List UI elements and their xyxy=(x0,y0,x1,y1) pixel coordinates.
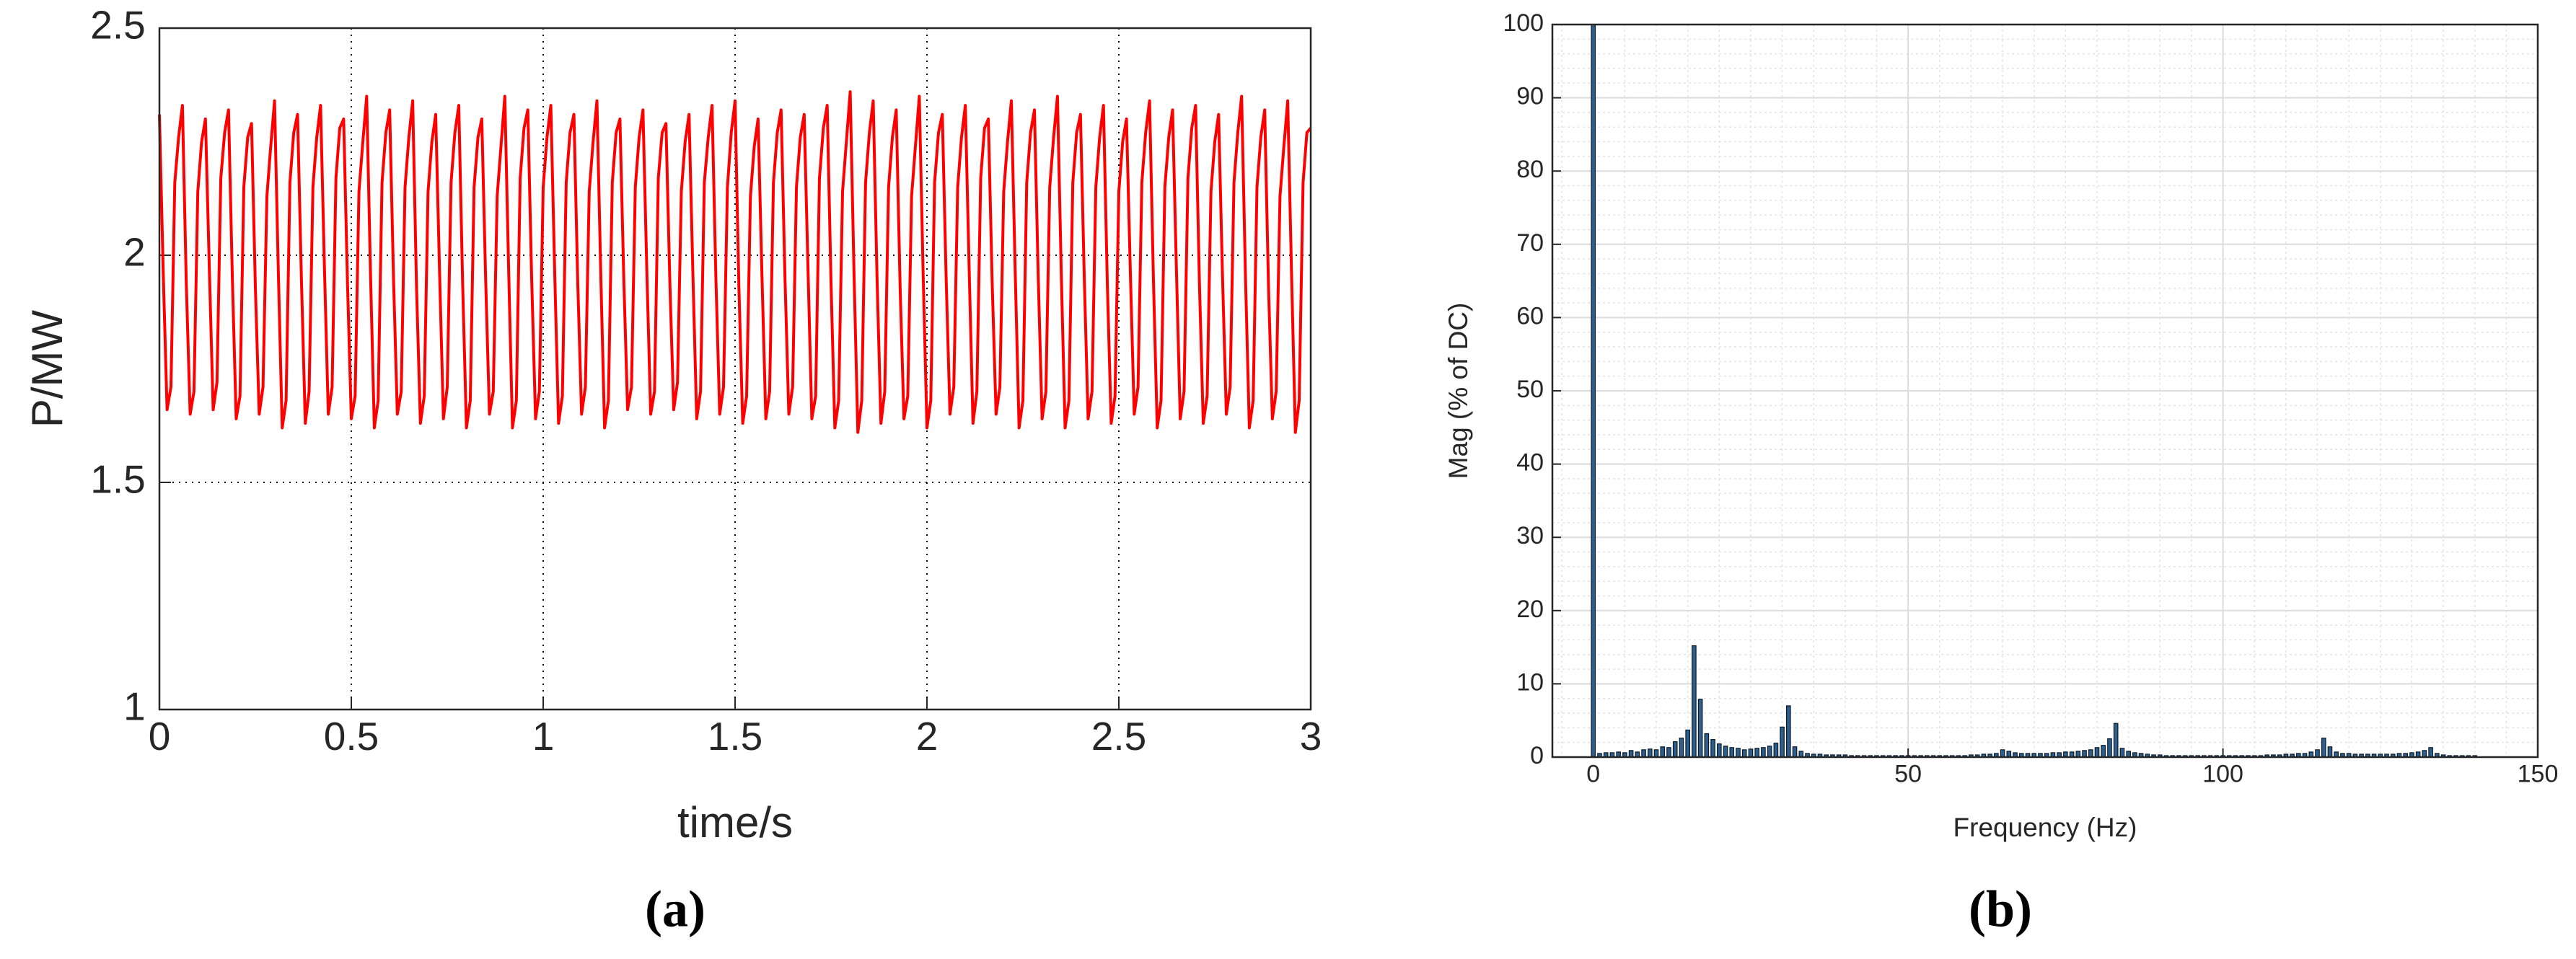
bar xyxy=(2315,749,2320,758)
y-tick-label: 60 xyxy=(1516,302,1544,330)
y-tick-label: 50 xyxy=(1516,376,1544,403)
bar xyxy=(1754,748,1759,758)
x-axis-label: Frequency (Hz) xyxy=(1953,813,2137,842)
x-tick-label: 0 xyxy=(149,714,171,759)
bar xyxy=(1672,741,1678,758)
x-tick-label: 150 xyxy=(2518,760,2559,787)
y-tick-label: 80 xyxy=(1516,156,1544,183)
bar xyxy=(2422,750,2427,758)
y-axis-label: Mag (% of DC) xyxy=(1443,303,1473,480)
bar xyxy=(1716,743,1722,758)
x-tick-label: 50 xyxy=(1894,760,1922,787)
bar xyxy=(1748,748,1754,758)
bar xyxy=(1660,746,1666,758)
x-tick-label: 3 xyxy=(1300,714,1322,759)
bar xyxy=(1697,699,1703,758)
bar xyxy=(2119,748,2125,758)
bar xyxy=(1786,705,1791,758)
bar xyxy=(1685,729,1690,758)
bar xyxy=(1641,749,1646,758)
bar xyxy=(1736,748,1741,758)
plot-frame xyxy=(158,27,1312,711)
bar xyxy=(1666,747,1671,758)
y-axis-label: P/MW xyxy=(23,309,71,428)
bar xyxy=(2321,737,2326,758)
x-tick-label: 1 xyxy=(532,714,555,759)
bar xyxy=(2082,750,2087,758)
y-tick-label: 100 xyxy=(1503,9,1544,37)
x-tick-label: 0 xyxy=(1586,760,1600,787)
bar xyxy=(1729,747,1735,758)
bar xyxy=(2094,747,2100,758)
bar xyxy=(1704,733,1710,758)
y-tick-label: 20 xyxy=(1516,596,1544,623)
x-tick-label: 1.5 xyxy=(708,714,762,759)
bar xyxy=(1792,746,1798,758)
y-tick-label: 70 xyxy=(1516,229,1544,257)
bar xyxy=(1653,749,1659,758)
bar xyxy=(1591,24,1596,758)
bar xyxy=(1767,746,1772,758)
bar xyxy=(2101,745,2106,758)
x-tick-label: 2 xyxy=(916,714,938,759)
bar xyxy=(1723,746,1728,758)
bar xyxy=(1647,748,1653,758)
bar xyxy=(1780,726,1785,758)
panel-label: (a) xyxy=(645,880,705,938)
y-tick-label: 40 xyxy=(1516,449,1544,477)
panel-label: (b) xyxy=(1969,880,2032,938)
bar xyxy=(2107,738,2112,758)
bar xyxy=(1692,645,1697,758)
y-tick-label: 1.5 xyxy=(90,457,145,502)
x-tick-label: 0.5 xyxy=(324,714,379,759)
bar xyxy=(2327,746,2333,758)
bar xyxy=(1761,747,1766,758)
y-tick-label: 2.5 xyxy=(90,3,145,48)
x-tick-label: 100 xyxy=(2202,760,2243,787)
bar xyxy=(1710,739,1715,758)
bar xyxy=(2088,749,2093,758)
y-tick-label: 10 xyxy=(1516,668,1544,696)
bar xyxy=(1773,743,1779,758)
bar xyxy=(1679,737,1684,758)
y-tick-label: 90 xyxy=(1516,83,1544,110)
bar xyxy=(1628,750,1634,758)
x-tick-label: 2.5 xyxy=(1091,714,1146,759)
plot-frame xyxy=(1551,23,2539,759)
y-tick-label: 30 xyxy=(1516,522,1544,549)
x-axis-label: time/s xyxy=(677,798,793,847)
line xyxy=(158,90,1312,434)
bar xyxy=(2113,722,2119,758)
bar xyxy=(2428,747,2433,758)
bar xyxy=(1741,749,1747,758)
y-tick-label: 1 xyxy=(123,684,146,729)
y-tick-label: 2 xyxy=(123,230,146,275)
bar xyxy=(2000,749,2005,758)
y-tick-label: 0 xyxy=(1530,742,1544,769)
